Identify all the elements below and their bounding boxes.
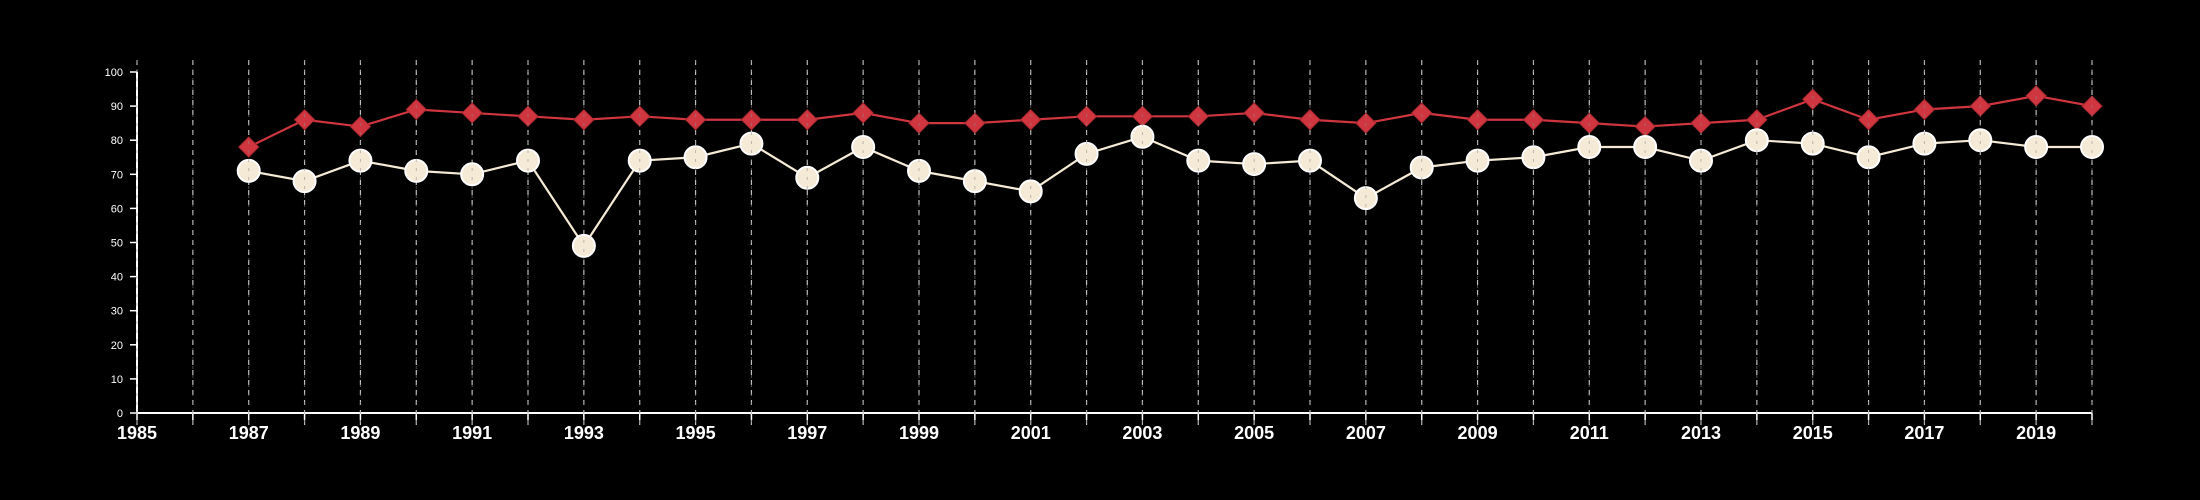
series-0-point-1988	[293, 109, 316, 131]
y-tick-label-80: 80	[111, 135, 123, 147]
y-tick-label-20: 20	[111, 340, 123, 352]
series-1-point-2011	[1577, 135, 1602, 160]
series-0-point-2010	[1522, 109, 1545, 131]
series-0-point-1993	[573, 109, 595, 131]
series-0-point-2001	[1020, 109, 1042, 131]
series-0-point-2006	[1299, 109, 1321, 131]
series-0-point-1991	[461, 102, 483, 124]
x-tick-label-1995: 1995	[676, 423, 716, 443]
x-tick-label-1985: 1985	[117, 423, 157, 443]
x-tick-label-2007: 2007	[1346, 423, 1386, 443]
series-0-point-1989	[349, 115, 372, 138]
series-1-point-1995	[683, 145, 708, 170]
y-tick-label-70: 70	[111, 169, 123, 181]
series-0-point-2017	[1913, 98, 1936, 121]
series-0-point-2009	[1466, 109, 1489, 131]
x-tick-label-2005: 2005	[1234, 423, 1274, 443]
series-0-point-2005	[1243, 102, 1265, 124]
x-tick-label-2009: 2009	[1458, 423, 1498, 443]
x-tick-label-2019: 2019	[2016, 423, 2056, 443]
series-0-point-1997	[796, 109, 818, 131]
x-tick-label-1991: 1991	[452, 423, 492, 443]
series-1-line	[248, 135, 2092, 248]
series-0-point-2008	[1411, 102, 1433, 124]
series-0-point-1990	[405, 98, 427, 121]
series-0-point-2014	[1746, 109, 1768, 131]
x-tick-label-1993: 1993	[564, 423, 604, 443]
y-tick-label-100: 100	[105, 67, 123, 79]
series-0-point-2016	[1857, 109, 1880, 131]
x-tick-label-1989: 1989	[340, 423, 380, 443]
y-tick-label-30: 30	[111, 306, 123, 318]
y-tick-label-60: 60	[111, 203, 123, 215]
series-1-point-2020	[2080, 135, 2104, 160]
series-0-point-1987	[238, 136, 260, 158]
x-tick-label-2015: 2015	[1793, 423, 1833, 443]
x-tick-label-2011: 2011	[1570, 423, 1609, 443]
series-1-point-2016	[1856, 145, 1881, 170]
series-1-point-2012	[1633, 135, 1658, 160]
y-tick-label-50: 50	[111, 238, 123, 250]
series-1-point-1998	[851, 135, 876, 160]
series-1-point-2003	[1130, 124, 1155, 149]
y-tick-label-0: 0	[117, 408, 123, 420]
x-tick-label-1997: 1997	[787, 423, 827, 443]
series-1-point-2010	[1521, 145, 1546, 170]
x-tick-label-1999: 1999	[899, 423, 939, 443]
series-0-line	[248, 94, 2093, 149]
series-1-point-1993	[571, 233, 596, 258]
series-0-point-2015	[1802, 88, 1824, 110]
series-0-point-1995	[684, 109, 707, 131]
series-1-point-2005	[1242, 152, 1267, 177]
x-tick-label-2017: 2017	[1904, 423, 1944, 443]
series-1-point-2019	[2024, 135, 2049, 160]
x-tick-label-2013: 2013	[1681, 423, 1721, 443]
y-tick-label-90: 90	[111, 101, 123, 113]
series-1-point-2001	[1018, 179, 1043, 204]
x-tick-label-2003: 2003	[1122, 423, 1162, 443]
y-tick-label-10: 10	[111, 374, 123, 386]
series-1-point-1991	[460, 162, 485, 187]
series-0-point-1998	[852, 102, 874, 124]
y-tick-label-40: 40	[111, 272, 123, 284]
series-0-point-1996	[740, 109, 763, 131]
x-tick-label-1987: 1987	[229, 423, 269, 443]
x-tick-label-2001: 2001	[1011, 423, 1051, 443]
